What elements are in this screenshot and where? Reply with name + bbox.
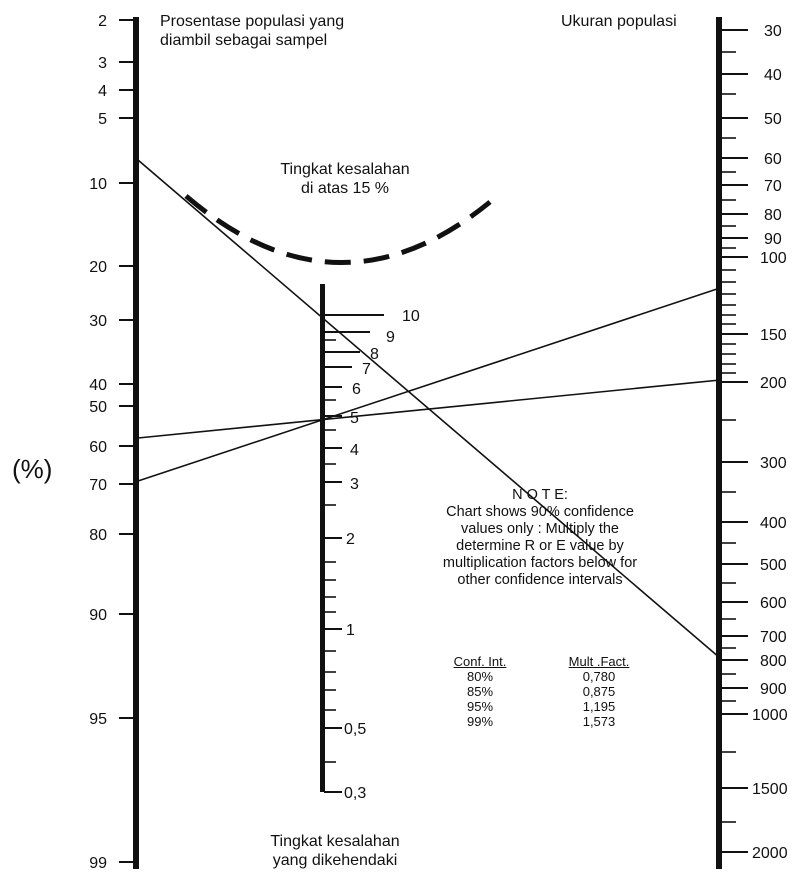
right-scale-major-ticks: [721, 30, 748, 852]
note-line: values only : Multiply the: [400, 521, 680, 538]
right-tick-label: 40: [764, 67, 782, 84]
left-tick-label: 4: [98, 83, 107, 100]
right-tick-label: 300: [760, 455, 787, 472]
right-scale-title: Ukuran populasi: [561, 12, 677, 31]
right-tick-label: 80: [764, 207, 782, 224]
arc-label-line2: di atas 15 %: [230, 179, 460, 198]
right-tick-label: 1500: [752, 781, 788, 798]
left-tick-label: 80: [89, 527, 107, 544]
arc-label: Tingkat kesalahan di atas 15 %: [230, 160, 460, 198]
right-tick-label: 50: [764, 111, 782, 128]
note-line: determine R or E value by: [400, 538, 680, 555]
middle-scale-minor-ticks: [324, 340, 336, 762]
right-tick-label: 2000: [752, 845, 788, 862]
factor-table-row: 85% 0,875: [430, 684, 660, 699]
left-tick-label: 5: [98, 111, 107, 128]
middle-tick-label: 0,3: [344, 785, 366, 802]
right-scale-minor-ticks: [721, 52, 736, 822]
factor-table-header-mult: Mult .Fact.: [544, 654, 654, 669]
note-line: multiplication factors below for: [400, 555, 680, 572]
factor-table-cell: 1,573: [544, 714, 654, 729]
right-tick-label: 600: [760, 595, 787, 612]
note-line: other confidence intervals: [400, 572, 680, 589]
note-line: Chart shows 90% confidence: [400, 504, 680, 521]
middle-tick-label: 4: [350, 442, 359, 459]
factor-table-cell: 0,875: [544, 684, 654, 699]
factor-table-cell: 0,780: [544, 669, 654, 684]
left-tick-label: 3: [98, 55, 107, 72]
left-tick-label: 20: [89, 259, 107, 276]
middle-tick-label: 5: [350, 410, 359, 427]
middle-tick-label: 10: [402, 308, 420, 325]
left-tick-label: 2: [98, 13, 107, 30]
factor-table-row: 99% 1,573: [430, 714, 660, 729]
middle-tick-label: 0,5: [344, 721, 366, 738]
right-tick-label: 700: [760, 629, 787, 646]
left-tick-label: 30: [89, 313, 107, 330]
factor-table-cell: 85%: [430, 684, 530, 699]
right-tick-label: 800: [760, 653, 787, 670]
middle-scale-label-line2: yang dikehendaki: [210, 851, 460, 870]
left-scale-ticks: [119, 20, 134, 862]
middle-scale-label-line1: Tingkat kesalahan: [210, 832, 460, 851]
arc-label-line1: Tingkat kesalahan: [230, 160, 460, 179]
factor-table-cell: 1,195: [544, 699, 654, 714]
error-threshold-arc: [186, 196, 490, 263]
left-scale-title-line1: Prosentase populasi yang: [160, 12, 344, 31]
right-tick-label: 500: [760, 557, 787, 574]
middle-tick-label: 7: [362, 361, 371, 378]
percent-unit-label: (%): [12, 454, 52, 485]
middle-tick-label: 3: [350, 476, 359, 493]
middle-tick-label: 9: [386, 329, 395, 346]
left-tick-label: 95: [89, 711, 107, 728]
right-tick-label: 150: [760, 327, 787, 344]
middle-tick-label: 1: [346, 622, 355, 639]
factor-table-row: 95% 1,195: [430, 699, 660, 714]
factor-table-cell: 99%: [430, 714, 530, 729]
note-block: N O T E: Chart shows 90% confidence valu…: [400, 487, 680, 589]
middle-tick-label: 6: [352, 381, 361, 398]
left-scale-title: Prosentase populasi yang diambil sebagai…: [160, 12, 344, 50]
right-tick-label: 400: [760, 515, 787, 532]
right-tick-label: 60: [764, 151, 782, 168]
factor-table-row: 80% 0,780: [430, 669, 660, 684]
left-tick-label: 50: [89, 399, 107, 416]
right-tick-label: 70: [764, 178, 782, 195]
right-scale-bar: [716, 17, 722, 869]
left-scale-title-line2: diambil sebagai sampel: [160, 31, 344, 50]
right-tick-label: 30: [764, 23, 782, 40]
left-tick-label: 60: [89, 439, 107, 456]
middle-tick-label: 8: [370, 346, 379, 363]
example-line-2: [138, 288, 720, 481]
left-tick-label: 99: [89, 855, 107, 872]
left-tick-label: 10: [89, 176, 107, 193]
right-tick-label: 100: [760, 250, 787, 267]
note-heading: N O T E:: [400, 487, 680, 504]
left-scale-bar: [133, 17, 139, 869]
left-tick-label: 70: [89, 477, 107, 494]
right-tick-label: 1000: [752, 707, 788, 724]
left-tick-label: 40: [89, 377, 107, 394]
left-tick-label: 90: [89, 607, 107, 624]
factor-table-header-row: Conf. Int. Mult .Fact.: [430, 654, 660, 669]
multiplication-factor-table: Conf. Int. Mult .Fact. 80% 0,780 85% 0,8…: [430, 654, 660, 729]
right-tick-label: 200: [760, 375, 787, 392]
right-tick-label: 90: [764, 231, 782, 248]
right-tick-label: 900: [760, 681, 787, 698]
factor-table-cell: 95%: [430, 699, 530, 714]
example-line-3: [138, 380, 720, 438]
middle-scale-label: Tingkat kesalahan yang dikehendaki: [210, 832, 460, 870]
factor-table-header-conf: Conf. Int.: [430, 654, 530, 669]
factor-table-cell: 80%: [430, 669, 530, 684]
middle-tick-label: 2: [346, 531, 355, 548]
